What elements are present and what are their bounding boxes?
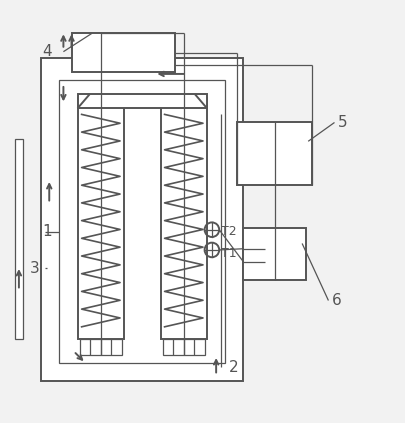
Bar [160, 98, 207, 339]
Bar [77, 98, 124, 339]
Bar [237, 123, 311, 185]
Text: T2: T2 [221, 225, 236, 238]
Text: 5: 5 [337, 115, 347, 130]
Bar [77, 94, 207, 108]
Text: 1: 1 [42, 224, 52, 239]
Bar [41, 58, 243, 382]
Text: 6: 6 [331, 293, 341, 308]
Text: 2: 2 [228, 360, 238, 375]
Bar [162, 339, 205, 355]
Bar [71, 33, 174, 72]
Bar [79, 339, 122, 355]
Text: T1: T1 [221, 247, 236, 261]
Text: 4: 4 [42, 44, 52, 59]
Text: 3: 3 [30, 261, 40, 276]
Bar [15, 139, 23, 339]
Bar [59, 80, 225, 363]
Bar [243, 228, 305, 280]
